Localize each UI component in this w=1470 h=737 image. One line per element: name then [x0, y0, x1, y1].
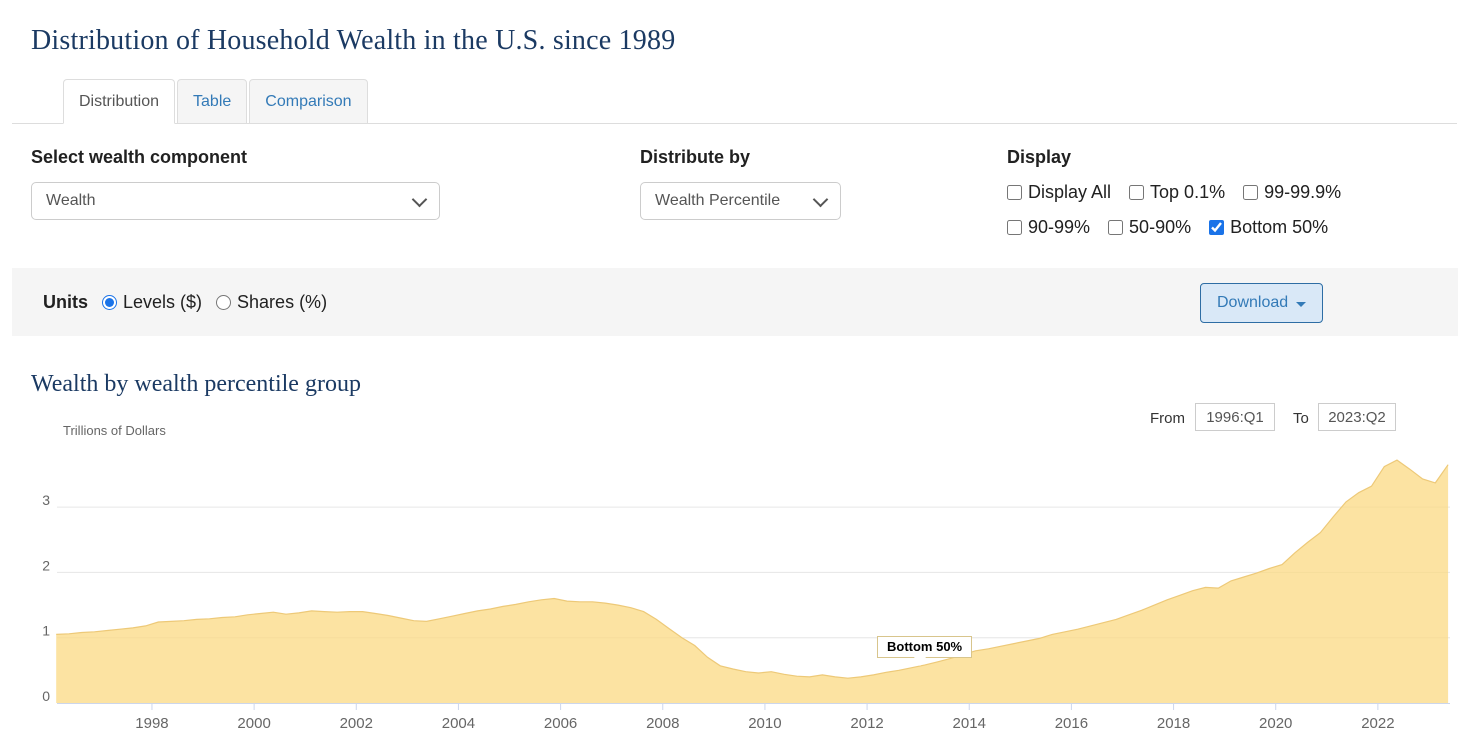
chevron-down-icon: [411, 191, 428, 207]
svg-text:2: 2: [42, 557, 50, 573]
radio-levels-input[interactable]: [102, 294, 117, 310]
wealth-component-select[interactable]: Wealth: [31, 182, 440, 220]
svg-text:2006: 2006: [544, 715, 577, 732]
checkbox-99-99-9[interactable]: 99-99.9%: [1243, 182, 1341, 203]
chart-title: Wealth by wealth percentile group: [31, 370, 361, 397]
svg-text:2000: 2000: [237, 715, 270, 732]
wealth-component-value: Wealth: [46, 192, 96, 209]
checkbox-50-90-input[interactable]: [1108, 220, 1124, 235]
to-date-input[interactable]: [1318, 403, 1396, 431]
wealth-component-label: Select wealth component: [31, 147, 248, 167]
tab-comparison[interactable]: Comparison: [249, 79, 368, 124]
svg-text:3: 3: [42, 492, 50, 508]
checkbox-display-all[interactable]: Display All: [1007, 182, 1111, 203]
tab-distribution[interactable]: Distribution: [63, 79, 176, 124]
svg-text:1998: 1998: [135, 715, 168, 732]
svg-text:2008: 2008: [646, 715, 679, 732]
svg-text:2016: 2016: [1055, 715, 1088, 732]
checkbox-display-all-input[interactable]: [1007, 185, 1022, 200]
checkbox-90-99[interactable]: 90-99%: [1007, 217, 1090, 238]
distribute-by-value: Wealth Percentile: [655, 192, 781, 209]
display-label: Display: [1007, 147, 1072, 167]
radio-shares-input[interactable]: [216, 294, 232, 310]
svg-text:2010: 2010: [748, 715, 781, 732]
checkbox-50-90[interactable]: 50-90%: [1108, 217, 1191, 238]
chevron-down-icon: [812, 191, 829, 207]
to-label: To: [1293, 410, 1309, 427]
checkbox-top-0-1[interactable]: Top 0.1%: [1129, 182, 1225, 203]
svg-text:0: 0: [42, 688, 50, 704]
svg-text:2018: 2018: [1157, 715, 1190, 732]
caret-down-icon: [1296, 301, 1307, 307]
page-title: Distribution of Household Wealth in the …: [31, 24, 676, 56]
from-date-input[interactable]: [1195, 403, 1275, 431]
svg-text:2022: 2022: [1361, 715, 1394, 732]
wealth-area-chart[interactable]: 0 1 2 3 1998 2000 2002 2004 2006 2008 2010 2012 2014…: [0, 440, 1470, 737]
units-label: Units: [43, 291, 88, 312]
radio-levels[interactable]: Levels ($): [102, 292, 202, 313]
display-options-row1: Display All Top 0.1% 99-99.9%: [1007, 182, 1341, 203]
checkbox-90-99-input[interactable]: [1007, 220, 1022, 235]
y-axis-title: Trillions of Dollars: [63, 423, 166, 438]
display-options-row2: 90-99% 50-90% Bottom 50%: [1007, 217, 1328, 238]
series-label-bottom-50: Bottom 50%: [877, 636, 973, 666]
svg-text:2020: 2020: [1259, 715, 1292, 732]
tab-bar: Distribution Table Comparison: [63, 79, 370, 124]
tab-table[interactable]: Table: [177, 79, 248, 124]
checkbox-bottom-50[interactable]: Bottom 50%: [1209, 217, 1328, 238]
download-button[interactable]: Download: [1200, 283, 1324, 323]
tabs-divider: [12, 123, 1457, 124]
svg-text:2014: 2014: [953, 715, 986, 732]
svg-text:2004: 2004: [442, 715, 475, 732]
radio-shares[interactable]: Shares (%): [216, 292, 327, 313]
svg-text:2012: 2012: [850, 715, 883, 732]
from-label: From: [1150, 410, 1185, 427]
distribute-by-select[interactable]: Wealth Percentile: [640, 182, 841, 220]
checkbox-bottom-50-input[interactable]: [1209, 220, 1225, 235]
checkbox-99-99-9-input[interactable]: [1243, 185, 1259, 200]
svg-text:2002: 2002: [340, 715, 373, 732]
units-bar: Units Levels ($) Shares (%): [12, 268, 1458, 336]
distribute-by-label: Distribute by: [640, 147, 751, 167]
checkbox-top-0-1-input[interactable]: [1129, 185, 1145, 200]
svg-text:1: 1: [42, 623, 50, 639]
